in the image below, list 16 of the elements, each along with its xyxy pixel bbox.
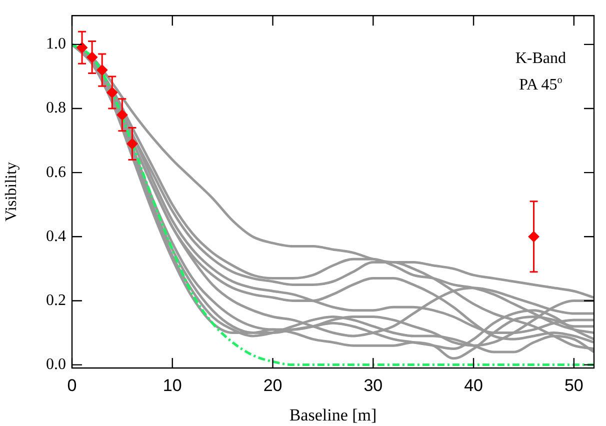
x-tick-label: 20 [263,376,282,395]
x-tick-label: 30 [364,376,383,395]
x-axis-title: Baseline [m] [289,405,377,424]
annotation: PA 45$^{o}$ [518,74,564,96]
x-tick-label: 50 [564,376,584,395]
y-tick-label: 0.6 [46,164,66,181]
y-tick-label: 1.0 [46,36,66,53]
x-tick-label: 10 [162,376,182,395]
x-tick-label: 40 [464,376,483,395]
annotation: K-Band [515,49,566,69]
y-tick-label: 0.8 [46,100,66,117]
y-tick-label: 0.2 [46,292,66,309]
x-tick-label: 0 [67,376,77,395]
y-axis-title: Visibility [2,162,20,222]
y-tick-label: 0.0 [46,356,66,373]
y-tick-label: 0.4 [46,228,66,245]
